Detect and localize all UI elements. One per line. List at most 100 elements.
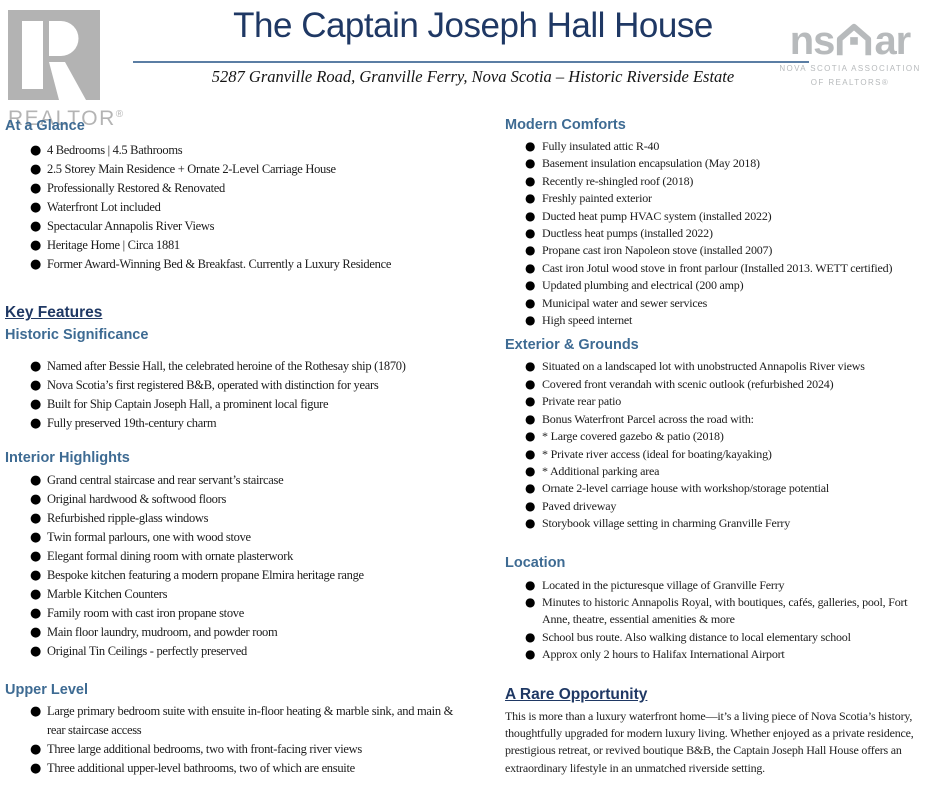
bullet-icon: ●: [525, 139, 536, 153]
historic-list: ● Named after Bessie Hall, the celebrated…: [5, 357, 471, 433]
list-item: ● Basement insulation encapsulation (May …: [505, 155, 935, 172]
list-item: ● Bonus Waterfront Parcel across the road…: [505, 411, 935, 428]
location-list: ● Located in the picturesque village of G…: [505, 577, 935, 664]
list-item: ● Ornate 2-level carriage house with work…: [505, 480, 935, 497]
list-item-text: Freshly painted exterior: [542, 191, 652, 206]
list-item: ● Waterfront Lot included: [5, 198, 471, 217]
list-item-text: 4 Bedrooms | 4.5 Bathrooms: [47, 143, 183, 157]
section-heading-interior-highlights: Interior Highlights: [5, 450, 130, 466]
section-heading-location: Location: [505, 554, 566, 571]
list-item: ● Built for Ship Captain Joseph Hall, a p…: [5, 395, 471, 414]
bullet-icon: ●: [30, 606, 42, 621]
nsar-caption-line1: NOVA SCOTIA ASSOCIATION: [779, 64, 921, 73]
list-item: ● Nova Scotia’s first registered B&B, ope…: [5, 376, 471, 395]
bullet-icon: ●: [525, 313, 536, 328]
list-item: ● Main floor laundry, mudroom, and powder…: [5, 623, 471, 642]
list-item-text: Original hardwood & softwood floors: [47, 492, 227, 506]
bullet-icon: ●: [525, 429, 536, 444]
bullet-icon: ●: [30, 200, 42, 215]
page-title: The Captain Joseph Hall House: [233, 6, 713, 45]
exterior-grounds-list: ● Situated on a landscaped lot with unobs…: [505, 358, 935, 532]
list-item-text: Basement insulation encapsulation (May 2…: [542, 156, 760, 171]
bullet-icon: ●: [30, 761, 42, 776]
bullet-icon: ●: [30, 162, 42, 177]
list-item: ● Fully insulated attic R-40: [505, 138, 935, 155]
list-item-text: Family room with cast iron propane stove: [47, 606, 244, 620]
list-item-text: Refurbished ripple-glass windows: [47, 511, 209, 525]
list-item-text: Elegant formal dining room with ornate p…: [47, 549, 294, 563]
bullet-icon: ●: [525, 226, 536, 241]
list-item-text: * Additional parking area: [542, 463, 660, 478]
list-item: ● Updated plumbing and electrical (200 am…: [505, 277, 935, 294]
list-item: ● Ductless heat pumps (installed 2022): [505, 225, 935, 242]
list-item-text: Located in the picturesque village of Gr…: [542, 577, 785, 592]
list-item-text: Professionally Restored & Renovated: [47, 181, 226, 195]
list-item: ● Family room with cast iron propane stov…: [5, 604, 471, 623]
list-item: ● 4 Bedrooms | 4.5 Bathrooms: [5, 141, 471, 160]
bullet-icon: ●: [525, 278, 536, 293]
nsar-wordmark: ns ar: [766, 21, 934, 61]
modern-comforts-list: ● Fully insulated attic R-40 ● Basement in…: [505, 138, 935, 329]
bullet-icon: ●: [30, 625, 42, 640]
bullet-icon: ●: [525, 260, 536, 275]
list-item-text: Twin formal parlours, one with wood stov…: [47, 530, 251, 544]
section-heading-upper-level: Upper Level: [5, 682, 88, 698]
section-heading-historic-significance: Historic Significance: [5, 327, 149, 343]
list-item-text: Private rear patio: [542, 394, 622, 409]
section-heading-key-features: Key Features: [5, 304, 103, 321]
list-item: ● Original Tin Ceilings - perfectly prese…: [5, 642, 471, 661]
list-item: ● Elegant formal dining room with ornate …: [5, 547, 471, 566]
list-item-text: Ornate 2-level carriage house with works…: [542, 481, 830, 496]
registered-mark: ®: [115, 109, 125, 120]
list-item: ● Situated on a landscaped lot with unobs…: [505, 358, 935, 375]
list-item-text: Ductless heat pumps (installed 2022): [542, 226, 713, 241]
list-item: ● Municipal water and sewer services: [505, 295, 935, 312]
list-item: ● Original hardwood & softwood floors: [5, 490, 471, 509]
list-item-text: School bus route. Also walking distance …: [542, 629, 851, 644]
list-item-text: Municipal water and sewer services: [542, 295, 708, 310]
list-item-text: Built for Ship Captain Joseph Hall, a pr…: [47, 397, 329, 411]
list-item-text: Former Award-Winning Bed & Breakfast. Cu…: [47, 257, 392, 271]
bullet-icon: ●: [525, 208, 536, 223]
bullet-icon: ●: [30, 511, 42, 526]
list-item-text: Main floor laundry, mudroom, and powder …: [47, 625, 278, 639]
list-item: ● * Additional parking area: [505, 463, 935, 480]
list-item: ● Minutes to historic Annapolis Royal, wi…: [505, 594, 935, 629]
bullet-icon: ●: [30, 219, 42, 234]
bullet-icon: ●: [30, 492, 42, 507]
list-item: ● Located in the picturesque village of G…: [505, 577, 935, 594]
list-item-text: Fully insulated attic R-40: [542, 139, 660, 153]
list-item: ● 2.5 Storey Main Residence + Ornate 2-Le…: [5, 160, 471, 179]
bullet-icon: ●: [30, 238, 42, 253]
list-item: ● Named after Bessie Hall, the celebrated…: [5, 357, 471, 376]
opportunity-paragraph: This is more than a luxury waterfront ho…: [505, 708, 914, 775]
bullet-icon: ●: [525, 191, 536, 206]
bullet-icon: ●: [525, 243, 536, 258]
list-item: ● Fully preserved 19th-century charm: [5, 414, 471, 433]
column-right: Modern Comforts ● Fully insulated attic R…: [505, 117, 935, 777]
list-item: ● * Private river access (ideal for boati…: [505, 446, 935, 463]
list-item-text: Updated plumbing and electrical (200 amp…: [542, 278, 744, 293]
bullet-icon: ●: [525, 394, 536, 409]
list-item-text: Bonus Waterfront Parcel across the road …: [542, 411, 754, 426]
bullet-icon: ●: [30, 742, 42, 757]
nsar-caption-line2: OF REALTORS®: [810, 78, 890, 87]
list-item: ● Bespoke kitchen featuring a modern prop…: [5, 566, 471, 585]
list-item-text: Large primary bedroom suite with ensuite…: [47, 704, 454, 737]
list-item: ● Twin formal parlours, one with wood sto…: [5, 528, 471, 547]
list-item: ● Covered front verandah with scenic outl…: [505, 376, 935, 393]
bullet-icon: ●: [30, 704, 42, 719]
list-item-text: Waterfront Lot included: [47, 200, 161, 214]
list-item: ● Storybook village setting in charming G…: [505, 515, 935, 532]
list-item: ● Freshly painted exterior: [505, 190, 935, 207]
bullet-icon: ●: [30, 257, 42, 272]
list-item: ● Spectacular Annapolis River Views: [5, 217, 471, 236]
list-item: ● Former Award-Winning Bed & Breakfast. C…: [5, 255, 471, 274]
section-heading-at-a-glance: At a Glance: [5, 118, 85, 134]
list-item-text: Marble Kitchen Counters: [47, 587, 168, 601]
bullet-icon: ●: [30, 378, 42, 393]
bullet-icon: ●: [525, 411, 536, 426]
list-item-text: * Large covered gazebo & patio (2018): [542, 429, 724, 444]
bullet-icon: ●: [525, 173, 536, 188]
list-item-text: Spectacular Annapolis River Views: [47, 219, 215, 233]
